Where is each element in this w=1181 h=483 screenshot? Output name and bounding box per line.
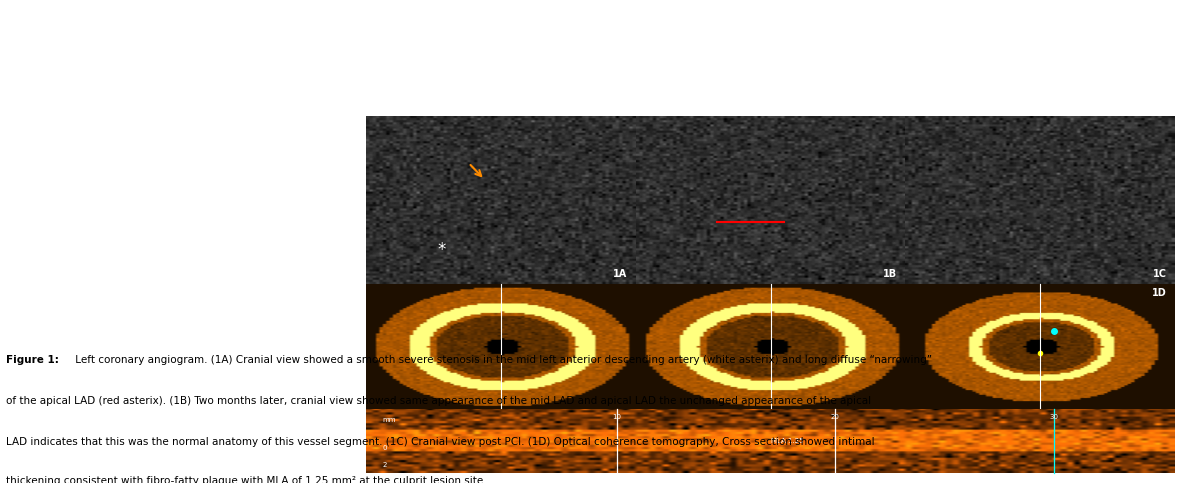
- Text: of the apical LAD (red asterix). (1B) Two months later, cranial view showed same: of the apical LAD (red asterix). (1B) Tw…: [6, 396, 872, 406]
- Text: 2: 2: [383, 462, 386, 468]
- Text: 20: 20: [831, 414, 840, 420]
- Text: *: *: [437, 242, 445, 259]
- Text: 30: 30: [1049, 414, 1058, 420]
- Text: 1B: 1B: [883, 269, 898, 279]
- Text: thickening consistent with fibro-fatty plaque with MLA of 1.25 mm² at the culpri: thickening consistent with fibro-fatty p…: [6, 476, 487, 483]
- Text: 1C: 1C: [1153, 269, 1167, 279]
- Text: mm: mm: [383, 417, 396, 423]
- Text: LAD indicates that this was the normal anatomy of this vessel segment. (1C) Cran: LAD indicates that this was the normal a…: [6, 437, 874, 447]
- Text: 1B: 1B: [883, 269, 898, 279]
- Text: Figure 1:: Figure 1:: [6, 355, 59, 366]
- Text: 1C: 1C: [1153, 269, 1167, 279]
- Text: Left coronary angiogram. (1A) Cranial view showed a smooth severe stenosis in th: Left coronary angiogram. (1A) Cranial vi…: [72, 355, 932, 366]
- Text: MLA 1.25: MLA 1.25: [770, 438, 803, 444]
- Text: 0: 0: [383, 445, 387, 451]
- Text: 1A: 1A: [613, 269, 627, 279]
- Text: 10: 10: [613, 414, 621, 420]
- Text: 1A: 1A: [613, 269, 627, 279]
- Text: 1D: 1D: [1153, 288, 1167, 298]
